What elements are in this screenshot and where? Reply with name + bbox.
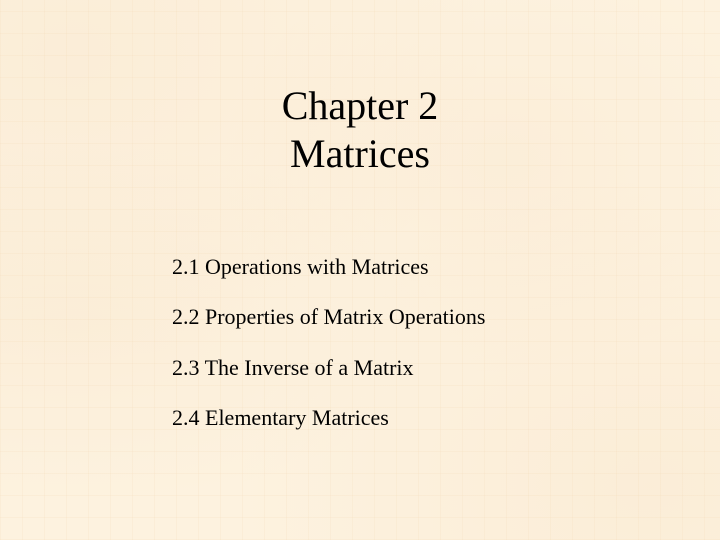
toc-item: 2.4 Elementary Matrices: [172, 405, 720, 431]
toc-item: 2.3 The Inverse of a Matrix: [172, 355, 720, 381]
toc-item: 2.2 Properties of Matrix Operations: [172, 304, 720, 330]
title-line-2: Matrices: [0, 130, 720, 178]
chapter-title: Chapter 2 Matrices: [0, 82, 720, 178]
slide: Chapter 2 Matrices 2.1 Operations with M…: [0, 0, 720, 540]
toc-item: 2.1 Operations with Matrices: [172, 254, 720, 280]
title-line-1: Chapter 2: [0, 82, 720, 130]
table-of-contents: 2.1 Operations with Matrices 2.2 Propert…: [172, 254, 720, 432]
